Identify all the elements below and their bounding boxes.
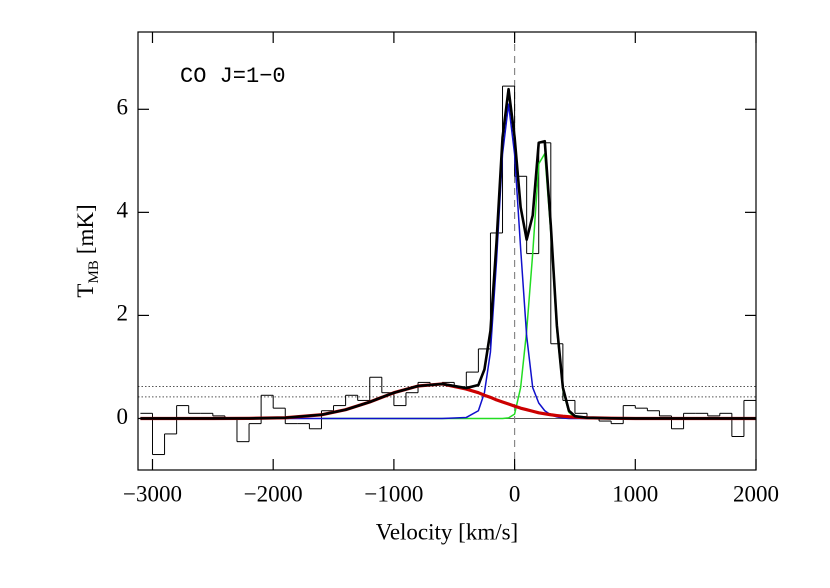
x-tick-label: −1000 bbox=[364, 481, 423, 506]
plot-frame bbox=[137, 31, 757, 471]
fit-curve bbox=[140, 87, 756, 420]
x-tick-label: −2000 bbox=[244, 481, 303, 506]
y-label-main: T bbox=[73, 284, 98, 298]
y-tick-label: 2 bbox=[117, 301, 129, 326]
x-tick-label: −3000 bbox=[123, 481, 182, 506]
y-tick-label: 6 bbox=[117, 95, 129, 120]
y-tick-label: 4 bbox=[117, 198, 129, 223]
x-tick-label: 0 bbox=[509, 481, 521, 506]
annotation: CO J=1−0 bbox=[180, 64, 286, 89]
y-tick-label: 0 bbox=[117, 404, 129, 429]
x-axis-label: Velocity [km/s] bbox=[376, 519, 518, 544]
x-tick-label: 2000 bbox=[733, 481, 779, 506]
x-tick-label: 1000 bbox=[612, 481, 658, 506]
y-label-sub: MB bbox=[86, 260, 102, 283]
y-axis-label: TMB [mK] bbox=[73, 204, 102, 297]
y-label-unit: [mK] bbox=[73, 204, 98, 254]
